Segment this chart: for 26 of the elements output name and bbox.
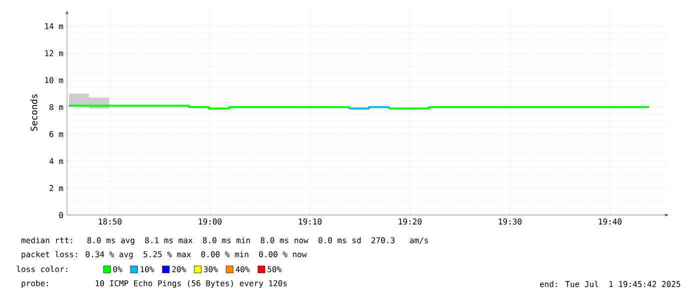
legend-label: 50% (268, 266, 282, 272)
text: probe: 10 ICMP Echo Pings (56 Bytes) every 120s (22, 280, 287, 288)
x-tick-label: 19:40 (598, 218, 622, 225)
y-axis-title: Seconds (30, 94, 38, 131)
text: median rtt: 8.0 ms avg 8.1 ms max 8.0 ms min 8.0 ms now 0.0 ms sd 270.3 am/s (21, 237, 428, 245)
y-tick-label: 2 m (50, 185, 64, 191)
y-tick-label: 14 m (45, 23, 64, 30)
y-tick-label: 8 m (50, 104, 64, 110)
x-tick-label: 18:50 (98, 218, 122, 225)
x-tick-label: 19:20 (398, 218, 422, 225)
legend-title: loss color: (16, 266, 68, 272)
y-tick-label: 12 m (45, 50, 64, 56)
legend-label: 0% (113, 266, 122, 272)
x-tick-label: 19:00 (198, 218, 222, 225)
x-tick-label: 19:30 (498, 218, 522, 225)
x-tick-label: 19:10 (298, 218, 322, 225)
text: packet loss: 0.34 % avg 5.25 % max 0.00 % min 0.00 % now (22, 251, 307, 259)
text: end: Tue Jul 1 19:45:42 2025 (540, 280, 680, 288)
y-tick-label: 0 (59, 212, 63, 218)
legend-label: 40% (236, 266, 250, 272)
y-tick-label: 4 m (49, 158, 64, 164)
legend-label: 30% (204, 266, 218, 272)
y-tick-label: 6 m (50, 131, 64, 138)
legend-label: 20% (172, 266, 186, 272)
legend-label: 10% (140, 266, 154, 272)
y-tick-label: 10 m (45, 77, 64, 84)
